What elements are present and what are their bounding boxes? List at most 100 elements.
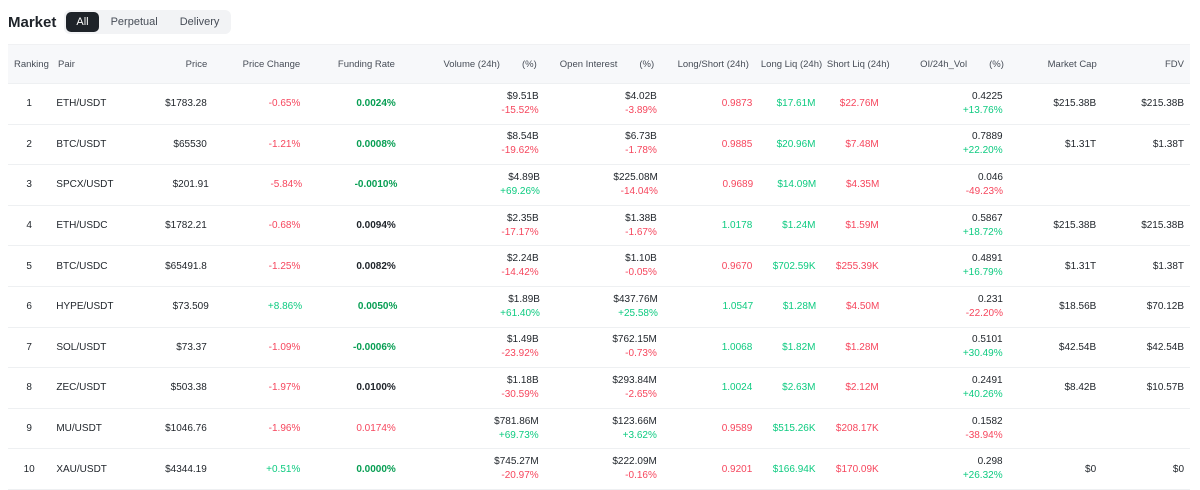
col-ranking-header[interactable]: Ranking xyxy=(14,58,49,70)
open-interest-pct: -0.05% xyxy=(625,267,657,279)
open-interest-cell: $762.15M -0.73% xyxy=(545,333,663,361)
tab-all[interactable]: All xyxy=(66,12,99,32)
market-cap-cell: $18.56B xyxy=(1059,301,1097,313)
funding-rate-cell: 0.0100% xyxy=(356,382,396,394)
open-interest-value: $4.02B xyxy=(625,90,657,102)
table-row[interactable]: 6 HYPE/USDT $73.509 +8.86% 0.0050% $1.89B +61.… xyxy=(8,287,1190,328)
price-change-cell: -1.21% xyxy=(268,138,301,150)
col-short-liq-header[interactable]: Short Liq (24h) xyxy=(826,58,890,70)
price-change-cell: -1.97% xyxy=(268,382,301,394)
table-row[interactable]: 10 XAU/USDT $4344.19 +0.51% 0.0000% $745.27M -… xyxy=(8,449,1190,490)
open-interest-value: $222.09M xyxy=(612,456,657,468)
pair-cell[interactable]: ETH/USDC xyxy=(56,220,108,232)
rank-cell: 10 xyxy=(23,463,35,475)
oi-vol-cell: 0.2491 +40.26% xyxy=(885,374,1009,402)
table-row[interactable]: 4 ETH/USDC $1782.21 -0.68% 0.0094% $2.35B -17.… xyxy=(8,206,1190,247)
volume-value: $8.54B xyxy=(506,131,539,143)
table-row[interactable]: 8 ZEC/USDT $503.38 -1.97% 0.0100% $1.18B -30.5… xyxy=(8,368,1190,409)
rank-cell: 4 xyxy=(26,220,32,232)
table-row[interactable]: 9 MU/USDT $1046.76 -1.96% 0.0174% $781.86M +69… xyxy=(8,409,1190,450)
volume-value: $745.27M xyxy=(494,456,539,468)
market-cap-cell: $0 xyxy=(1085,463,1097,475)
pair-cell[interactable]: ETH/USDT xyxy=(56,98,107,110)
price-change-cell: -1.25% xyxy=(268,260,301,272)
volume-pct: -30.59% xyxy=(501,388,539,400)
long-liq-cell: $14.09M xyxy=(777,179,817,191)
fdv-cell: $215.38B xyxy=(1141,220,1185,232)
volume-cell: $2.24B -14.42% xyxy=(402,252,545,280)
funding-rate-cell: 0.0082% xyxy=(356,260,396,272)
open-interest-pct-header-label: (%) xyxy=(639,58,655,70)
volume-cell: $781.86M +69.73% xyxy=(402,415,545,443)
market-cap-cell: $215.38B xyxy=(1053,98,1097,110)
oi-vol-cell: 0.7889 +22.20% xyxy=(885,130,1009,158)
col-long-short-header[interactable]: Long/Short (24h) xyxy=(677,58,749,70)
long-liq-cell: $1.28M xyxy=(782,301,817,313)
price-cell: $4344.19 xyxy=(165,463,207,475)
funding-rate-cell: 0.0050% xyxy=(357,301,398,313)
open-interest-cell: $4.02B -3.89% xyxy=(545,90,663,118)
pair-cell[interactable]: SPCX/USDT xyxy=(56,179,114,191)
col-open-interest-header[interactable]: Open Interest (%) xyxy=(543,59,660,70)
col-fdv-header[interactable]: FDV xyxy=(1165,58,1184,70)
open-interest-cell: $225.08M -14.04% xyxy=(546,171,664,199)
col-price-change-header[interactable]: Price Change xyxy=(242,58,301,70)
open-interest-pct: -2.65% xyxy=(625,388,657,400)
table-row[interactable]: 1 ETH/USDT $1783.28 -0.65% 0.0024% $9.51B -15.… xyxy=(8,84,1190,125)
oi-vol-value: 0.046 xyxy=(977,171,1003,183)
pair-cell[interactable]: BTC/USDT xyxy=(56,138,107,150)
open-interest-value: $123.66M xyxy=(612,415,657,427)
pair-cell[interactable]: ZEC/USDT xyxy=(56,382,107,394)
open-interest-cell: $6.73B -1.78% xyxy=(545,130,663,158)
fdv-cell: $215.38B xyxy=(1141,98,1185,110)
tab-perpetual[interactable]: Perpetual xyxy=(110,16,158,28)
oi-vol-cell: 0.5101 +30.49% xyxy=(885,333,1009,361)
volume-pct: -20.97% xyxy=(501,470,539,482)
oi-vol-value: 0.4891 xyxy=(972,253,1003,265)
col-market-cap-header[interactable]: Market Cap xyxy=(1047,58,1097,70)
market-cap-cell: $8.42B xyxy=(1064,382,1097,394)
col-pair-header[interactable]: Pair xyxy=(58,58,75,70)
long-short-cell: 0.9885 xyxy=(721,138,753,150)
oi-vol-pct: -49.23% xyxy=(965,185,1003,197)
tab-delivery[interactable]: Delivery xyxy=(179,16,220,28)
pair-cell[interactable]: HYPE/USDT xyxy=(56,301,114,313)
table-row[interactable]: 7 SOL/USDT $73.37 -1.09% -0.0006% $1.49B -23.9… xyxy=(8,328,1190,369)
volume-pct: -17.17% xyxy=(501,226,539,238)
pair-cell[interactable]: BTC/USDC xyxy=(56,260,108,272)
volume-cell: $8.54B -19.62% xyxy=(402,130,545,158)
oi-vol-pct: -38.94% xyxy=(965,429,1003,441)
volume-value: $781.86M xyxy=(494,415,539,427)
volume-cell: $9.51B -15.52% xyxy=(402,90,545,118)
oi-vol-pct-header-label: (%) xyxy=(989,58,1004,70)
col-funding-rate-header[interactable]: Funding Rate xyxy=(337,58,395,70)
rank-cell: 8 xyxy=(26,382,32,394)
fdv-cell: $1.38T xyxy=(1152,138,1185,150)
table-row[interactable]: 5 BTC/USDC $65491.8 -1.25% 0.0082% $2.24B -14.… xyxy=(8,246,1190,287)
pair-cell[interactable]: MU/USDT xyxy=(56,423,102,435)
open-interest-cell: $222.09M -0.16% xyxy=(545,455,663,483)
rank-cell: 6 xyxy=(26,301,32,313)
open-interest-pct: -0.16% xyxy=(625,470,657,482)
oi-vol-pct: +16.79% xyxy=(962,267,1003,279)
rank-cell: 3 xyxy=(26,179,32,191)
pair-cell[interactable]: SOL/USDT xyxy=(56,341,107,353)
oi-vol-pct: -22.20% xyxy=(965,307,1003,319)
funding-rate-cell: 0.0024% xyxy=(356,98,396,110)
long-liq-cell: $2.63M xyxy=(782,382,816,394)
col-long-liq-header[interactable]: Long Liq (24h) xyxy=(760,58,823,70)
price-change-cell: -1.09% xyxy=(268,341,301,353)
col-volume-header[interactable]: Volume (24h) (%) xyxy=(401,59,543,70)
pair-cell[interactable]: XAU/USDT xyxy=(56,463,107,475)
volume-pct: -19.62% xyxy=(501,145,539,157)
volume-value: $1.18B xyxy=(506,374,539,386)
open-interest-cell: $293.84M -2.65% xyxy=(545,374,663,402)
col-oi-vol-header[interactable]: OI/24h_Vol (%) xyxy=(887,59,1010,70)
open-interest-cell: $437.76M +25.58% xyxy=(546,293,664,321)
table-row[interactable]: 3 SPCX/USDT $201.91 -5.84% -0.0010% $4.89B +69… xyxy=(8,165,1190,206)
long-liq-cell: $702.59K xyxy=(772,260,816,272)
col-price-header[interactable]: Price xyxy=(185,58,208,70)
volume-pct: -23.92% xyxy=(501,348,539,360)
table-row[interactable]: 2 BTC/USDT $65530 -1.21% 0.0008% $8.54B -19.62… xyxy=(8,125,1190,166)
